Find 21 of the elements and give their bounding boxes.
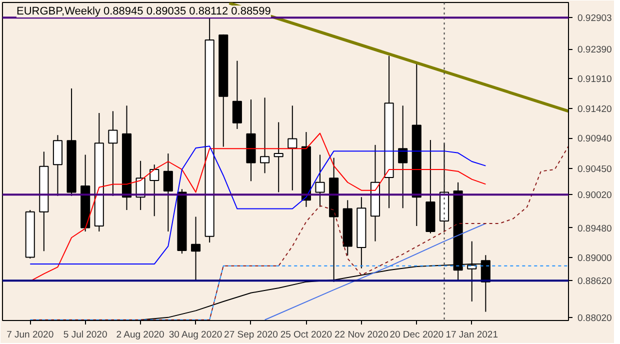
chart-title: EURGBP,Weekly 0.88945 0.89035 0.88112 0.88599 [16, 6, 271, 18]
y-tick-label: 0.91420 [578, 104, 612, 116]
x-tick-label: 27 Sep 2020 [224, 330, 278, 340]
y-tick-label: 0.89480 [578, 223, 612, 234]
y-tick-label: 0.89000 [578, 252, 612, 264]
y-tick-label: 0.92390 [578, 44, 612, 56]
x-tick-label: 22 Nov 2020 [334, 330, 388, 340]
x-tick-label: 7 Jun 2020 [6, 330, 54, 340]
y-tick-label: 0.91910 [578, 74, 612, 86]
x-tick-label: 5 Jul 2020 [63, 330, 108, 340]
y-tick-label: 0.88020 [578, 312, 612, 324]
x-tick-label: 17 Jan 2021 [446, 330, 498, 340]
x-tick-label: 2 Aug 2020 [116, 330, 164, 340]
ref-line-label: 0.90020 [578, 190, 612, 202]
x-tick-label: 20 Dec 2020 [390, 330, 444, 340]
ref-line-label: 0.92903 [578, 13, 612, 24]
x-tick-label: 25 Oct 2020 [280, 330, 332, 340]
y-tick-label: 0.90940 [578, 134, 612, 145]
y-tick-label: 0.90450 [578, 164, 612, 175]
x-tick-label: 30 Aug 2020 [168, 330, 222, 340]
ref-line-label: 0.88620 [578, 276, 612, 288]
